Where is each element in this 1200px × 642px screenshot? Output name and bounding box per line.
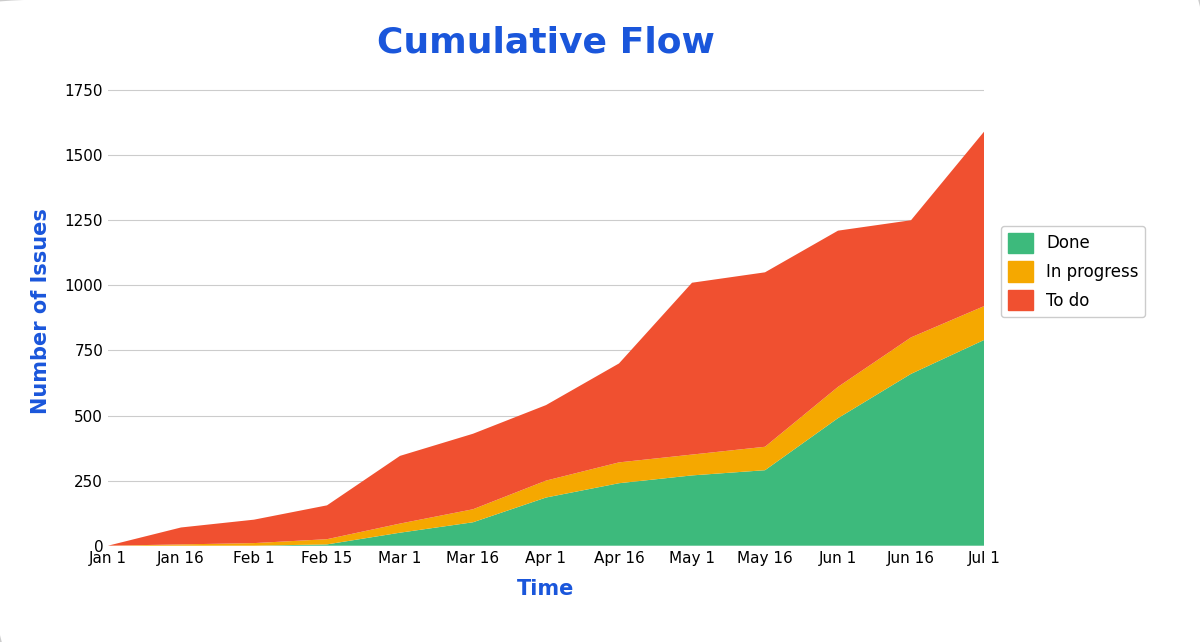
Title: Cumulative Flow: Cumulative Flow [377, 25, 715, 59]
Legend: Done, In progress, To do: Done, In progress, To do [1001, 226, 1145, 317]
Y-axis label: Number of Issues: Number of Issues [31, 209, 50, 414]
X-axis label: Time: Time [517, 580, 575, 600]
